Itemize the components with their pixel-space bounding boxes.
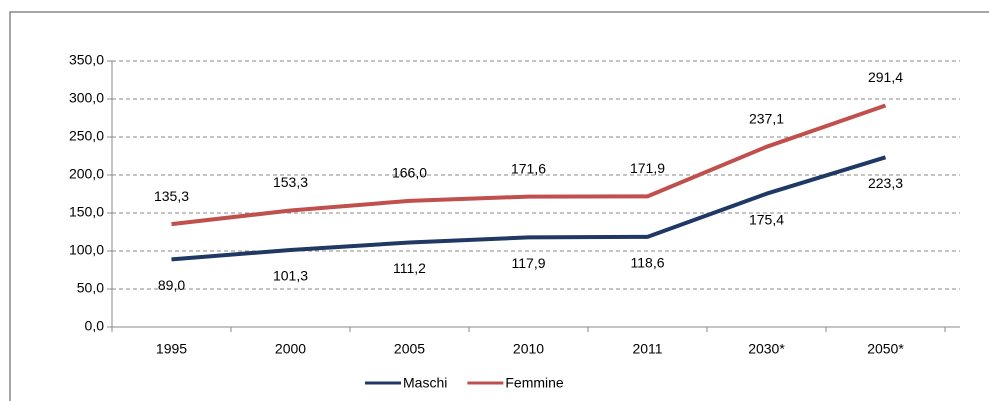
data-label: 223,3 bbox=[868, 175, 903, 191]
y-tick-label: 50,0 bbox=[77, 280, 104, 296]
x-tick-label: 1995 bbox=[156, 341, 187, 357]
y-tick-label: 200,0 bbox=[69, 166, 104, 182]
data-label: 291,4 bbox=[868, 69, 903, 85]
y-tick-label: 250,0 bbox=[69, 128, 104, 144]
data-label: 117,9 bbox=[512, 255, 546, 271]
data-label: 118,6 bbox=[631, 255, 665, 271]
data-label: 153,3 bbox=[273, 174, 308, 190]
x-tick-label: 2010 bbox=[513, 341, 544, 357]
y-tick-label: 300,0 bbox=[69, 90, 104, 106]
x-tick-label: 2011 bbox=[632, 341, 662, 357]
legend-label: Femmine bbox=[505, 375, 564, 391]
data-label: 101,3 bbox=[273, 268, 308, 284]
y-tick-label: 350,0 bbox=[69, 52, 104, 68]
x-tick-label: 2030* bbox=[748, 341, 785, 357]
legend-label: Maschi bbox=[403, 375, 447, 391]
x-tick-label: 2000 bbox=[275, 341, 306, 357]
y-tick-label: 150,0 bbox=[69, 204, 104, 220]
x-tick-label: 2005 bbox=[394, 341, 425, 357]
data-label: 89,0 bbox=[158, 277, 185, 293]
y-tick-label: 100,0 bbox=[69, 242, 104, 258]
data-label: 111,2 bbox=[393, 260, 426, 276]
data-label: 135,3 bbox=[154, 188, 189, 204]
x-tick-label: 2050* bbox=[867, 341, 904, 357]
series-line bbox=[171, 155, 887, 262]
y-tick-label: 0,0 bbox=[85, 318, 105, 334]
data-label: 171,9 bbox=[630, 160, 665, 176]
data-label: 166,0 bbox=[392, 165, 427, 181]
data-label: 175,4 bbox=[749, 211, 784, 227]
data-label: 237,1 bbox=[749, 111, 784, 127]
chart-border bbox=[9, 11, 989, 401]
series-line bbox=[171, 103, 887, 227]
data-label: 171,6 bbox=[511, 160, 546, 176]
